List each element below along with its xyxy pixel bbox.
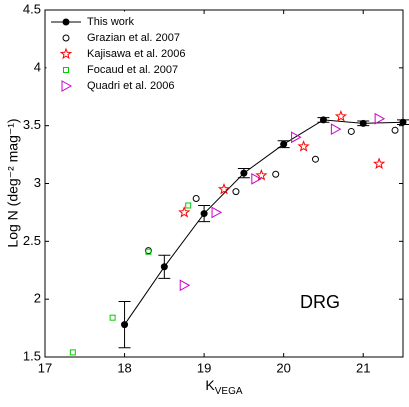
dot-marker [200, 210, 208, 218]
dot-marker [160, 263, 168, 271]
y-tick-label: 4 [34, 59, 41, 74]
y-tick-label: 2 [34, 291, 41, 306]
dot-marker [240, 169, 248, 177]
y-axis-label: Log N (deg⁻² mag⁻¹) [5, 118, 21, 247]
triangle-marker [374, 112, 386, 125]
star-marker [334, 109, 348, 122]
square-marker [145, 248, 152, 255]
circle-marker [232, 188, 240, 196]
x-label-sub: VEGA [215, 386, 243, 397]
star-marker [59, 47, 73, 60]
square-marker [109, 314, 116, 321]
star-marker [217, 182, 231, 195]
circle-marker [311, 155, 319, 163]
triangle-marker [61, 80, 73, 92]
legend-label: Focaud et al. 2007 [87, 64, 178, 76]
x-tick-label: 19 [197, 360, 211, 375]
circle-marker [347, 127, 355, 135]
triangle-marker [330, 123, 342, 135]
y-tick-label: 4.5 [23, 1, 41, 16]
x-tick-label: 18 [117, 360, 131, 375]
star-marker [178, 205, 191, 218]
star-marker [255, 168, 268, 181]
dot-marker [359, 119, 367, 127]
y-tick-label: 3.5 [23, 117, 41, 132]
annotation: DRG [300, 292, 340, 312]
star-marker [373, 157, 386, 170]
square-marker [63, 67, 69, 73]
triangle-marker [179, 279, 191, 292]
y-tick-label: 1.5 [23, 348, 41, 363]
square-marker [185, 202, 192, 209]
x-tick-label: 20 [276, 360, 290, 375]
dot-marker [319, 116, 327, 124]
triangle-marker [251, 173, 262, 185]
y-tick-label: 3 [34, 175, 41, 190]
triangle-marker [291, 131, 302, 144]
dot-marker [280, 140, 288, 148]
star-marker [297, 140, 310, 152]
y-tick-label: 2.5 [23, 233, 41, 248]
dot-marker [62, 18, 70, 26]
circle-marker [62, 34, 70, 42]
circle-marker [391, 126, 399, 134]
circle-marker [272, 170, 280, 178]
series-line [124, 119, 404, 325]
x-tick-label: 17 [38, 360, 52, 375]
square-marker [69, 349, 76, 356]
legend-label: Quadri et al. 2006 [87, 80, 174, 92]
dot-marker [121, 321, 129, 329]
legend-label: This work [87, 16, 135, 28]
triangle-marker [211, 206, 223, 219]
legend-box [46, 11, 196, 97]
circle-marker [192, 195, 200, 203]
legend-label: Grazian et al. 2007 [87, 32, 180, 44]
legend-label: Kajisawa et al. 2006 [87, 48, 185, 60]
dot-marker [399, 118, 407, 126]
x-tick-label: 21 [356, 360, 370, 375]
x-axis-label: KVEGA [205, 377, 242, 397]
x-label-main: K [205, 377, 215, 393]
